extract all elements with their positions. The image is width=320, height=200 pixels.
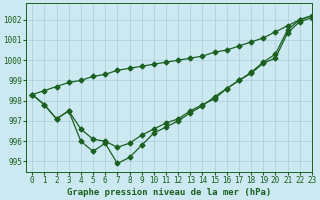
X-axis label: Graphe pression niveau de la mer (hPa): Graphe pression niveau de la mer (hPa) xyxy=(67,188,271,197)
